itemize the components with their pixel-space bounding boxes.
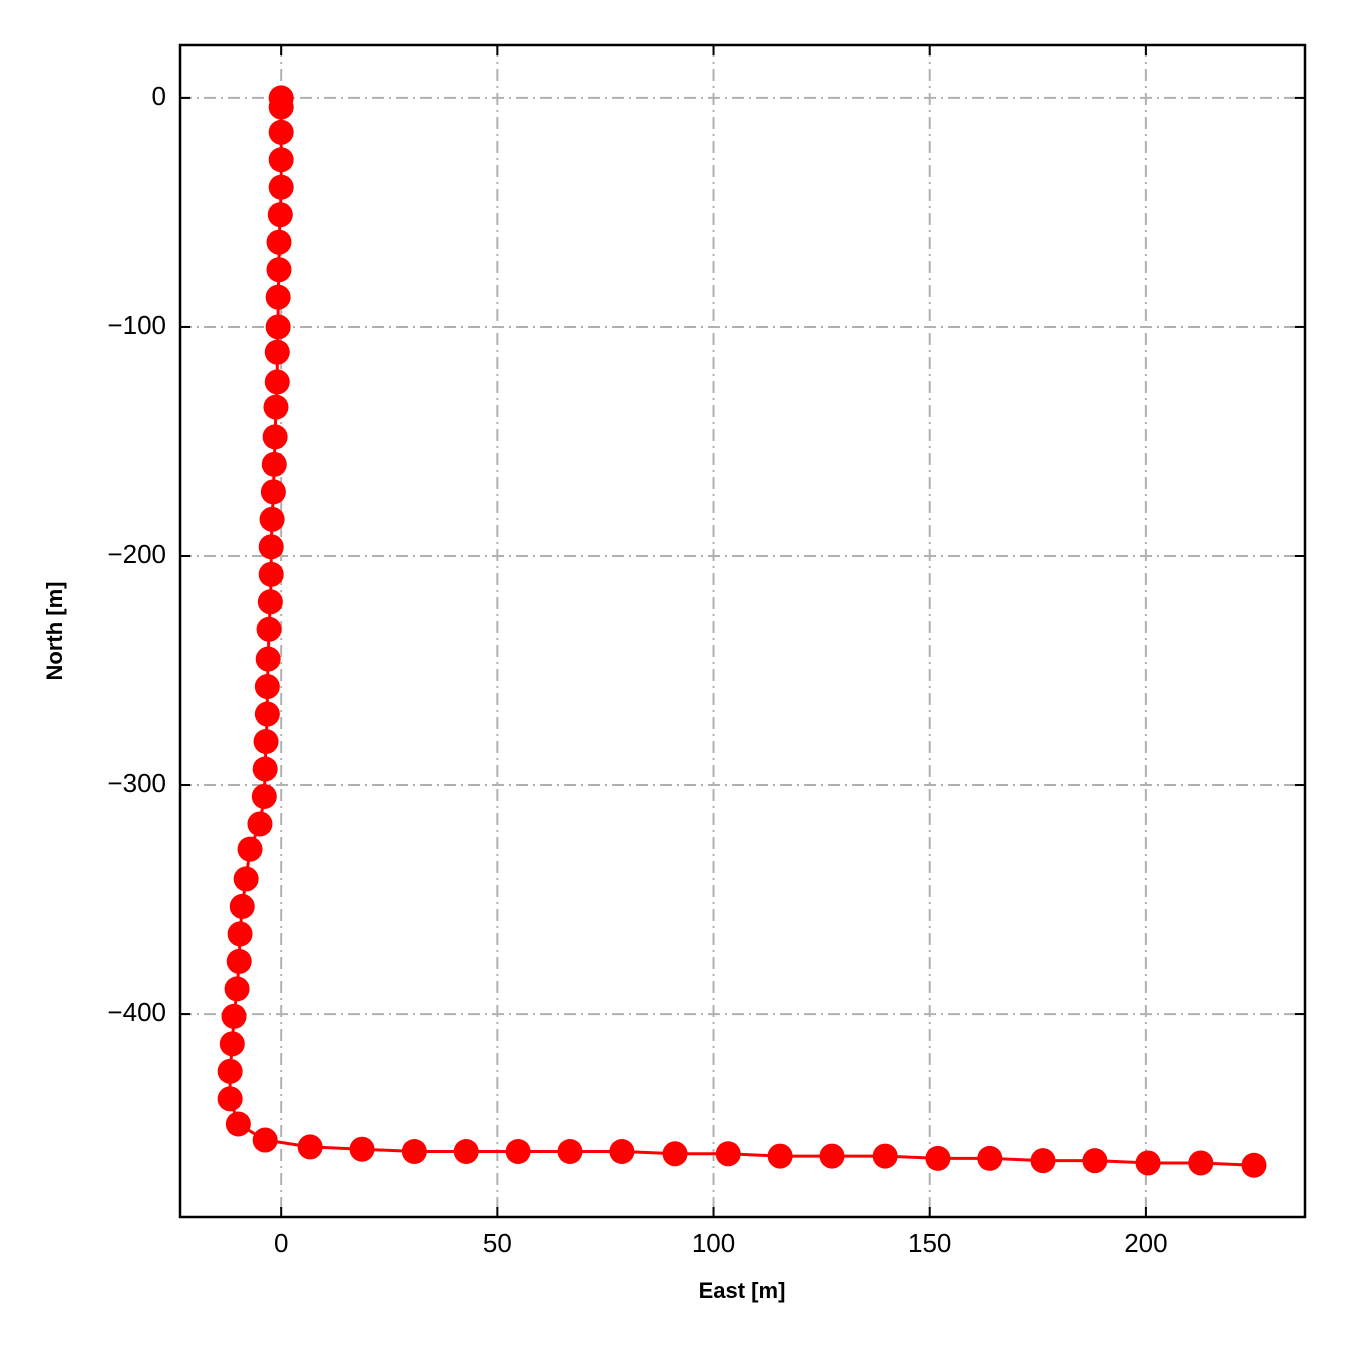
data-point bbox=[268, 119, 294, 145]
data-point bbox=[263, 394, 289, 420]
data-point bbox=[1030, 1148, 1056, 1174]
data-point bbox=[247, 811, 273, 837]
x-tick-label: 50 bbox=[483, 1228, 512, 1258]
data-point bbox=[715, 1141, 741, 1167]
data-point bbox=[1241, 1152, 1267, 1178]
y-tick-label: −100 bbox=[107, 310, 166, 340]
data-point bbox=[262, 424, 288, 450]
data-point bbox=[1188, 1150, 1214, 1176]
data-point bbox=[258, 534, 284, 560]
data-point bbox=[609, 1138, 635, 1164]
data-point bbox=[925, 1145, 951, 1171]
data-point bbox=[219, 1031, 245, 1057]
data-point bbox=[251, 783, 277, 809]
data-point bbox=[557, 1138, 583, 1164]
data-point bbox=[453, 1138, 479, 1164]
data-point bbox=[267, 202, 293, 228]
x-tick-label: 200 bbox=[1124, 1228, 1167, 1258]
data-point bbox=[254, 674, 280, 700]
data-point bbox=[253, 729, 279, 755]
data-point bbox=[254, 701, 280, 727]
data-point bbox=[226, 948, 252, 974]
data-point bbox=[229, 893, 255, 919]
data-point bbox=[217, 1058, 243, 1084]
data-line bbox=[228, 97, 1255, 1167]
data-point bbox=[401, 1138, 427, 1164]
data-point bbox=[225, 1111, 251, 1137]
data-point bbox=[505, 1138, 531, 1164]
data-point bbox=[260, 479, 286, 505]
data-point bbox=[217, 1086, 243, 1112]
data-point bbox=[256, 616, 282, 642]
data-point bbox=[233, 866, 259, 892]
y-tick-label: −400 bbox=[107, 997, 166, 1027]
data-point bbox=[237, 836, 263, 862]
data-point bbox=[819, 1143, 845, 1169]
y-axis-label: North [m] bbox=[42, 582, 67, 681]
data-point bbox=[872, 1143, 898, 1169]
data-point bbox=[265, 314, 291, 340]
data-point bbox=[268, 94, 294, 120]
y-tick-label: −300 bbox=[107, 768, 166, 798]
data-point bbox=[255, 646, 281, 672]
data-point bbox=[297, 1134, 323, 1160]
data-point bbox=[227, 921, 253, 947]
data-point bbox=[266, 229, 292, 255]
x-tick-label: 150 bbox=[908, 1228, 951, 1258]
data-point bbox=[265, 284, 291, 310]
data-point bbox=[252, 756, 278, 782]
data-point bbox=[1082, 1148, 1108, 1174]
x-tick-label: 0 bbox=[274, 1228, 288, 1258]
data-point bbox=[221, 1003, 247, 1029]
data-point bbox=[224, 976, 250, 1002]
data-point bbox=[268, 147, 294, 173]
data-point bbox=[264, 369, 290, 395]
data-point bbox=[252, 1127, 278, 1153]
data-point bbox=[264, 339, 290, 365]
y-tick-label: 0 bbox=[152, 81, 166, 111]
x-axis-label: East [m] bbox=[699, 1278, 786, 1303]
data-point bbox=[261, 451, 287, 477]
data-point bbox=[266, 257, 292, 283]
data-point bbox=[258, 561, 284, 587]
data-point bbox=[259, 506, 285, 532]
data-point bbox=[977, 1145, 1003, 1171]
data-point bbox=[349, 1136, 375, 1162]
data-point bbox=[662, 1141, 688, 1167]
plot-frame bbox=[178, 43, 1307, 1219]
y-tick-label: −200 bbox=[107, 539, 166, 569]
data-point bbox=[1135, 1150, 1161, 1176]
data-point bbox=[767, 1143, 793, 1169]
x-tick-label: 100 bbox=[692, 1228, 735, 1258]
data-point bbox=[268, 174, 294, 200]
data-point bbox=[257, 589, 283, 615]
